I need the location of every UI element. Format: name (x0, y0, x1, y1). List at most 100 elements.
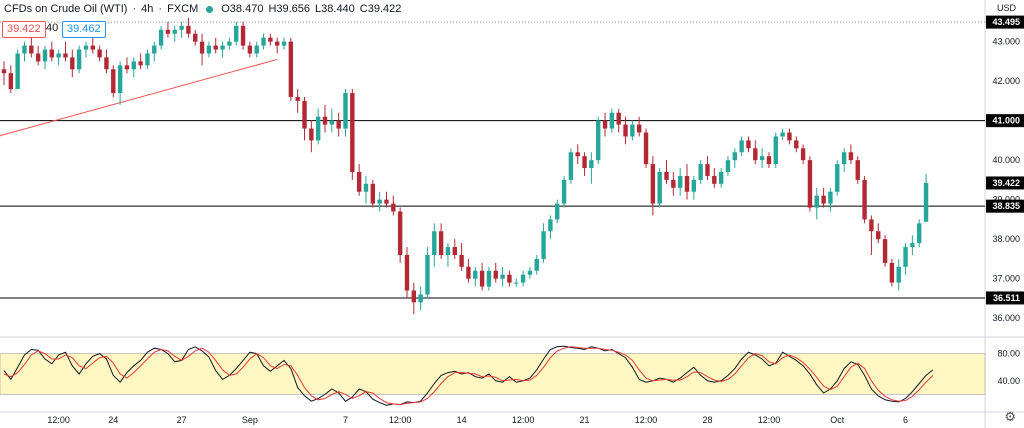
candle-body (677, 175, 683, 188)
price-label-text: 39.422 (992, 178, 1020, 188)
candle-body (780, 132, 785, 137)
price-label-text: 38.835 (992, 201, 1020, 211)
candle-body (199, 41, 205, 54)
candle-body (377, 199, 382, 204)
currency-label: USD (996, 3, 1016, 13)
candle-body (432, 231, 437, 255)
candle-body (794, 140, 799, 149)
stoch-tick-label: 40.00 (997, 376, 1020, 386)
candle-body (370, 183, 376, 204)
candle-body (917, 223, 922, 244)
time-tick-label: 27 (177, 415, 187, 425)
candle-body (22, 45, 27, 54)
candle-body (903, 247, 908, 267)
candle-body (636, 124, 642, 133)
candle-body (582, 156, 587, 169)
candle-body (759, 156, 765, 161)
candle-body (527, 270, 533, 275)
candle-body (418, 294, 423, 303)
candle-body (124, 65, 130, 70)
open-value: O38.470 (221, 3, 264, 15)
stoch-line-d (3, 346, 934, 406)
candle-body (725, 160, 731, 172)
time-tick-label: 12:00 (512, 415, 535, 425)
candle-body (309, 128, 314, 141)
price-tick-label: 38.000 (992, 234, 1020, 244)
candle-body (616, 112, 621, 125)
candle-body (165, 29, 171, 34)
candle-body (445, 247, 451, 255)
candle-body (240, 25, 246, 46)
candle-body (42, 49, 48, 62)
candle-body (541, 231, 546, 259)
stoch-line-k (3, 345, 934, 406)
price-tick-label: 37.000 (992, 274, 1020, 284)
stoch-d-pill[interactable]: 39.462 (62, 21, 106, 38)
candle-body (561, 179, 567, 204)
candle-body (29, 45, 34, 54)
candle-body (555, 203, 560, 220)
candle-body (643, 132, 649, 165)
candle-body (691, 179, 697, 192)
candle-body (739, 140, 744, 153)
candle-body (876, 231, 881, 240)
gear-icon[interactable]: ⚙ (1004, 409, 1016, 424)
time-tick-label: 24 (108, 415, 118, 425)
candle-body (76, 49, 82, 70)
candle-body (650, 164, 656, 204)
candle-body (404, 254, 410, 291)
price-label-box (986, 176, 1024, 190)
candle-body (90, 45, 95, 50)
candle-body (623, 124, 628, 137)
time-tick-label: 12:00 (47, 415, 70, 425)
candle-body (213, 45, 218, 50)
candle-body (609, 112, 615, 129)
candle-body (807, 160, 813, 208)
candle-body (869, 219, 874, 232)
candle-body (712, 175, 717, 184)
time-tick-label: Sep (242, 415, 258, 425)
candle-body (363, 183, 369, 192)
candle-body (302, 100, 307, 129)
candle-body (145, 53, 150, 66)
candle-body (821, 195, 826, 204)
time-tick-label: 28 (702, 415, 712, 425)
stoch-band (0, 353, 986, 395)
candle-body (158, 29, 164, 46)
candle-body (657, 172, 662, 204)
exchange-label: FXCM (167, 3, 199, 15)
candle-body (8, 73, 14, 90)
candle-body (841, 152, 847, 165)
candle-body (698, 164, 703, 180)
candle-body (493, 270, 498, 279)
candle-body (479, 270, 485, 287)
candle-body (705, 164, 710, 176)
candle-body (500, 274, 505, 279)
candle-body (63, 53, 68, 58)
candle-body (507, 274, 512, 283)
high-value: H39.656 (268, 3, 311, 15)
candle-body (862, 179, 867, 220)
time-tick-label: 6 (903, 415, 908, 425)
candle-body (589, 160, 594, 169)
candle-body (397, 211, 403, 255)
candle-body (104, 57, 109, 70)
candle-body (275, 41, 280, 46)
candle-body (15, 53, 20, 90)
symbol-name[interactable]: CFDs on Crude Oil (WTI) (4, 3, 128, 15)
candle-body (835, 164, 840, 192)
candle-body (882, 239, 888, 263)
candle-body (814, 195, 819, 208)
candle-body (548, 219, 553, 232)
candle-body (234, 25, 239, 42)
time-tick-label: 21 (580, 415, 590, 425)
candle-body (664, 172, 669, 180)
candle-body (49, 49, 55, 58)
candle-body (630, 124, 635, 137)
candle-body (193, 33, 198, 42)
stoch-k-pill[interactable]: 39.422 (2, 21, 46, 38)
candle-body (391, 203, 396, 212)
candle-body (828, 191, 833, 204)
interval-label[interactable]: 4h (141, 3, 154, 15)
